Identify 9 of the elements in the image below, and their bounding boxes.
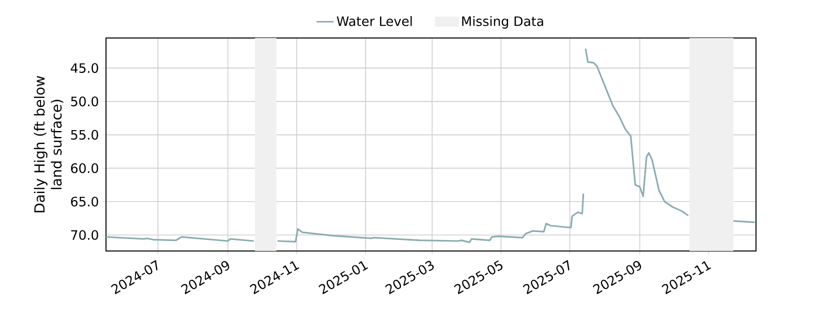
y-tick-label: 70.0	[71, 230, 98, 240]
legend-label: Water Level	[336, 16, 412, 26]
y-tick-label: 50.0	[71, 96, 98, 106]
y-tick-label: 55.0	[71, 130, 98, 140]
y-axis-title: Daily High (ft below land surface)	[34, 76, 64, 212]
y-tick-label: 65.0	[71, 196, 98, 206]
y-tick-label: 45.0	[70, 63, 98, 73]
y-tick-label: 60.0	[71, 163, 98, 174]
legend-label: Missing Data	[462, 16, 544, 29]
